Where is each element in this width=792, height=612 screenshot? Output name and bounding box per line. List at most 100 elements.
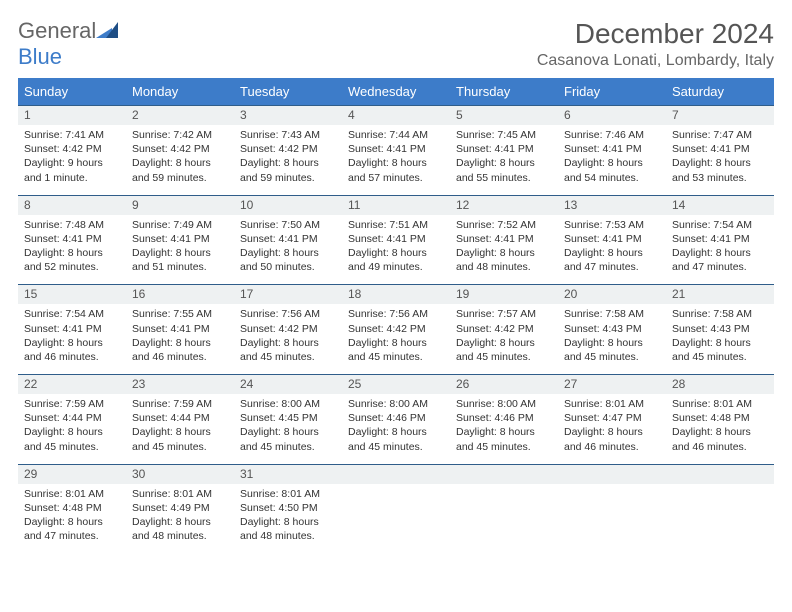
weekday-header: Monday: [126, 78, 234, 105]
day-body-row: Sunrise: 7:54 AMSunset: 4:41 PMDaylight:…: [18, 304, 774, 374]
day-cell: [666, 484, 774, 554]
sunset-text: Sunset: 4:41 PM: [132, 232, 228, 246]
daylight-text: Daylight: 8 hours and 54 minutes.: [564, 156, 660, 184]
sunset-text: Sunset: 4:42 PM: [240, 322, 336, 336]
sunrise-text: Sunrise: 7:54 AM: [24, 307, 120, 321]
daylight-text: Daylight: 8 hours and 45 minutes.: [348, 425, 444, 453]
day-cell: Sunrise: 7:58 AMSunset: 4:43 PMDaylight:…: [666, 304, 774, 374]
sunset-text: Sunset: 4:45 PM: [240, 411, 336, 425]
day-cell: Sunrise: 7:46 AMSunset: 4:41 PMDaylight:…: [558, 125, 666, 195]
day-number: [666, 464, 774, 484]
day-body-row: Sunrise: 7:48 AMSunset: 4:41 PMDaylight:…: [18, 215, 774, 285]
sunset-text: Sunset: 4:42 PM: [240, 142, 336, 156]
sunset-text: Sunset: 4:43 PM: [672, 322, 768, 336]
day-number: 21: [666, 284, 774, 304]
daylight-text: Daylight: 8 hours and 47 minutes.: [564, 246, 660, 274]
day-number: 31: [234, 464, 342, 484]
sunrise-text: Sunrise: 7:59 AM: [24, 397, 120, 411]
day-number-row: 293031: [18, 464, 774, 484]
day-cell: Sunrise: 7:42 AMSunset: 4:42 PMDaylight:…: [126, 125, 234, 195]
day-cell: Sunrise: 8:01 AMSunset: 4:48 PMDaylight:…: [18, 484, 126, 554]
day-number: 28: [666, 374, 774, 394]
sunrise-text: Sunrise: 7:49 AM: [132, 218, 228, 232]
daylight-text: Daylight: 8 hours and 51 minutes.: [132, 246, 228, 274]
daylight-text: Daylight: 8 hours and 45 minutes.: [456, 425, 552, 453]
day-cell: Sunrise: 7:59 AMSunset: 4:44 PMDaylight:…: [126, 394, 234, 464]
day-number: 11: [342, 195, 450, 215]
location-label: Casanova Lonati, Lombardy, Italy: [537, 52, 774, 70]
daylight-text: Daylight: 8 hours and 49 minutes.: [348, 246, 444, 274]
day-number-row: 1234567: [18, 105, 774, 125]
day-number: 7: [666, 105, 774, 125]
sunset-text: Sunset: 4:42 PM: [348, 322, 444, 336]
day-number: 14: [666, 195, 774, 215]
sunset-text: Sunset: 4:41 PM: [672, 232, 768, 246]
day-number: 3: [234, 105, 342, 125]
sunset-text: Sunset: 4:41 PM: [456, 232, 552, 246]
sunset-text: Sunset: 4:42 PM: [24, 142, 120, 156]
day-number-row: 22232425262728: [18, 374, 774, 394]
sunset-text: Sunset: 4:46 PM: [456, 411, 552, 425]
sunset-text: Sunset: 4:42 PM: [456, 322, 552, 336]
day-number: 30: [126, 464, 234, 484]
day-cell: Sunrise: 8:01 AMSunset: 4:48 PMDaylight:…: [666, 394, 774, 464]
daylight-text: Daylight: 8 hours and 46 minutes.: [132, 336, 228, 364]
daylight-text: Daylight: 8 hours and 46 minutes.: [672, 425, 768, 453]
day-number: 8: [18, 195, 126, 215]
sunset-text: Sunset: 4:48 PM: [672, 411, 768, 425]
day-number: 1: [18, 105, 126, 125]
day-cell: Sunrise: 7:54 AMSunset: 4:41 PMDaylight:…: [18, 304, 126, 374]
sunset-text: Sunset: 4:42 PM: [132, 142, 228, 156]
day-cell: Sunrise: 7:49 AMSunset: 4:41 PMDaylight:…: [126, 215, 234, 285]
sunset-text: Sunset: 4:44 PM: [24, 411, 120, 425]
day-cell: Sunrise: 7:48 AMSunset: 4:41 PMDaylight:…: [18, 215, 126, 285]
day-cell: Sunrise: 7:45 AMSunset: 4:41 PMDaylight:…: [450, 125, 558, 195]
day-cell: Sunrise: 7:58 AMSunset: 4:43 PMDaylight:…: [558, 304, 666, 374]
calendar-grid: Sunday Monday Tuesday Wednesday Thursday…: [18, 78, 774, 553]
day-number: 25: [342, 374, 450, 394]
day-number: 27: [558, 374, 666, 394]
sunset-text: Sunset: 4:43 PM: [564, 322, 660, 336]
daylight-text: Daylight: 8 hours and 48 minutes.: [456, 246, 552, 274]
brand-logo: General Blue: [18, 18, 118, 70]
brand-general: General: [18, 18, 96, 43]
sunrise-text: Sunrise: 8:01 AM: [672, 397, 768, 411]
daylight-text: Daylight: 8 hours and 55 minutes.: [456, 156, 552, 184]
day-number: 13: [558, 195, 666, 215]
day-cell: Sunrise: 7:57 AMSunset: 4:42 PMDaylight:…: [450, 304, 558, 374]
sunset-text: Sunset: 4:49 PM: [132, 501, 228, 515]
daylight-text: Daylight: 8 hours and 48 minutes.: [132, 515, 228, 543]
weekday-header: Wednesday: [342, 78, 450, 105]
day-cell: Sunrise: 7:51 AMSunset: 4:41 PMDaylight:…: [342, 215, 450, 285]
sunrise-text: Sunrise: 7:51 AM: [348, 218, 444, 232]
sunset-text: Sunset: 4:41 PM: [348, 142, 444, 156]
sunset-text: Sunset: 4:44 PM: [132, 411, 228, 425]
day-cell: Sunrise: 8:00 AMSunset: 4:46 PMDaylight:…: [342, 394, 450, 464]
sunset-text: Sunset: 4:50 PM: [240, 501, 336, 515]
weekday-header: Friday: [558, 78, 666, 105]
daylight-text: Daylight: 8 hours and 48 minutes.: [240, 515, 336, 543]
sunset-text: Sunset: 4:41 PM: [132, 322, 228, 336]
page-header: General Blue December 2024 Casanova Lona…: [18, 18, 774, 70]
sunrise-text: Sunrise: 8:01 AM: [132, 487, 228, 501]
daylight-text: Daylight: 9 hours and 1 minute.: [24, 156, 120, 184]
sunrise-text: Sunrise: 8:00 AM: [348, 397, 444, 411]
sunrise-text: Sunrise: 7:55 AM: [132, 307, 228, 321]
sunrise-text: Sunrise: 8:00 AM: [456, 397, 552, 411]
sunset-text: Sunset: 4:41 PM: [456, 142, 552, 156]
day-number: 12: [450, 195, 558, 215]
daylight-text: Daylight: 8 hours and 45 minutes.: [456, 336, 552, 364]
weekday-header: Thursday: [450, 78, 558, 105]
title-block: December 2024 Casanova Lonati, Lombardy,…: [537, 18, 774, 70]
day-cell: Sunrise: 7:50 AMSunset: 4:41 PMDaylight:…: [234, 215, 342, 285]
daylight-text: Daylight: 8 hours and 53 minutes.: [672, 156, 768, 184]
sunset-text: Sunset: 4:41 PM: [348, 232, 444, 246]
day-cell: Sunrise: 8:01 AMSunset: 4:50 PMDaylight:…: [234, 484, 342, 554]
sunrise-text: Sunrise: 7:45 AM: [456, 128, 552, 142]
day-number: 5: [450, 105, 558, 125]
sunrise-text: Sunrise: 7:54 AM: [672, 218, 768, 232]
sunrise-text: Sunrise: 7:42 AM: [132, 128, 228, 142]
sunrise-text: Sunrise: 7:57 AM: [456, 307, 552, 321]
day-cell: Sunrise: 7:55 AMSunset: 4:41 PMDaylight:…: [126, 304, 234, 374]
day-number: 19: [450, 284, 558, 304]
